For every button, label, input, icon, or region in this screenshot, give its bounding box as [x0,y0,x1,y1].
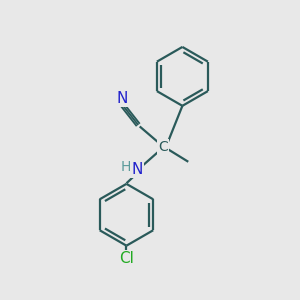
Text: C: C [158,140,168,154]
Text: N: N [131,162,142,177]
Text: N: N [116,91,128,106]
Text: Cl: Cl [119,251,134,266]
Text: H: H [120,160,131,174]
